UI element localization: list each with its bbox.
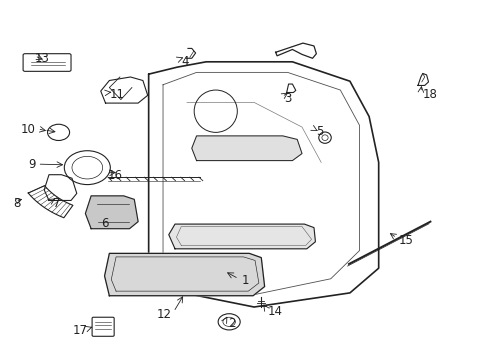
Polygon shape (104, 253, 264, 296)
Text: 13: 13 (35, 52, 49, 65)
Text: 15: 15 (398, 234, 413, 247)
Polygon shape (85, 196, 138, 229)
Text: 11: 11 (109, 88, 124, 101)
Text: 8: 8 (14, 198, 21, 211)
Text: 6: 6 (101, 217, 108, 230)
Text: 14: 14 (267, 305, 282, 318)
Text: 10: 10 (21, 123, 36, 136)
Text: 9: 9 (28, 158, 36, 171)
Polygon shape (168, 224, 315, 249)
Text: 5: 5 (316, 125, 323, 138)
Text: 2: 2 (227, 318, 235, 330)
Text: 4: 4 (181, 55, 188, 68)
Text: 3: 3 (283, 93, 290, 105)
Text: 1: 1 (242, 274, 249, 287)
Polygon shape (191, 136, 302, 161)
Text: 16: 16 (108, 169, 122, 182)
Text: 12: 12 (156, 308, 171, 321)
Text: 17: 17 (72, 324, 87, 337)
Text: 18: 18 (422, 88, 437, 101)
Text: 7: 7 (53, 198, 60, 211)
